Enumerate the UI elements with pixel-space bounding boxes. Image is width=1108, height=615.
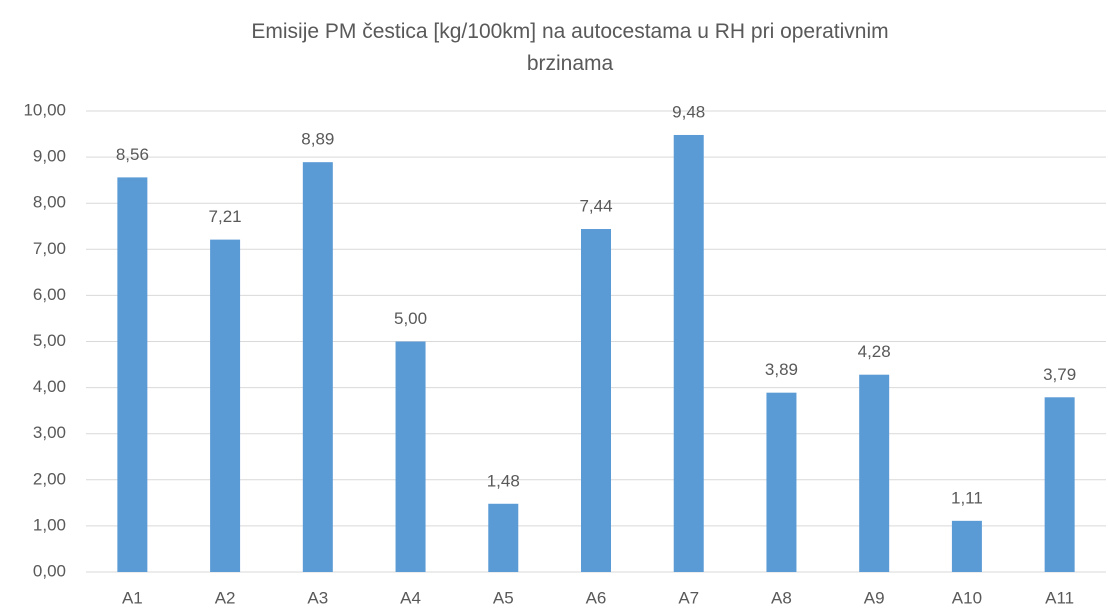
y-tick-label: 7,00 (33, 239, 66, 258)
data-label: 8,89 (301, 130, 334, 149)
data-label: 9,48 (672, 102, 705, 121)
x-tick-label: A7 (678, 588, 699, 607)
data-label: 7,21 (209, 207, 242, 226)
bar (581, 229, 611, 573)
y-tick-label: 9,00 (33, 147, 66, 166)
y-tick-label: 8,00 (33, 193, 66, 212)
bar (766, 392, 797, 572)
x-tick-label: A1 (122, 588, 143, 607)
y-tick-label: 1,00 (33, 515, 66, 534)
y-tick-label: 0,00 (33, 561, 66, 580)
x-tick-label: A2 (215, 588, 236, 607)
data-label: 3,89 (765, 360, 798, 379)
bar (1044, 397, 1075, 572)
bar (395, 341, 426, 572)
x-tick-label: A4 (400, 588, 421, 607)
y-tick-label: 3,00 (33, 423, 66, 442)
y-tick-label: 4,00 (33, 377, 66, 396)
data-label: 8,56 (116, 145, 149, 164)
bar (673, 134, 704, 573)
y-tick-label: 6,00 (33, 285, 66, 304)
x-tick-label: A5 (493, 588, 514, 607)
y-tick-label: 10,00 (23, 100, 66, 119)
x-tick-label: A11 (1045, 588, 1074, 607)
bar (117, 177, 148, 572)
x-tick-label: A3 (307, 588, 328, 607)
data-label: 1,11 (951, 488, 983, 507)
data-label: 7,44 (579, 197, 612, 216)
y-tick-label: 5,00 (33, 331, 66, 350)
x-tick-label: A9 (864, 588, 885, 607)
chart-title: Emisije PM čestica [kg/100km] na autoces… (251, 20, 889, 75)
data-label: 1,48 (487, 471, 520, 490)
bar (210, 239, 241, 572)
data-label: 3,79 (1043, 365, 1076, 384)
bar (302, 162, 333, 572)
data-label: 5,00 (394, 309, 427, 328)
x-tick-label: A8 (771, 588, 792, 607)
bar (488, 503, 519, 572)
x-tick-label: A6 (586, 588, 607, 607)
x-tick-label: A10 (952, 588, 982, 607)
bar (951, 520, 982, 572)
y-tick-label: 2,00 (33, 469, 66, 488)
bar (859, 374, 890, 572)
data-label: 4,28 (858, 342, 891, 361)
